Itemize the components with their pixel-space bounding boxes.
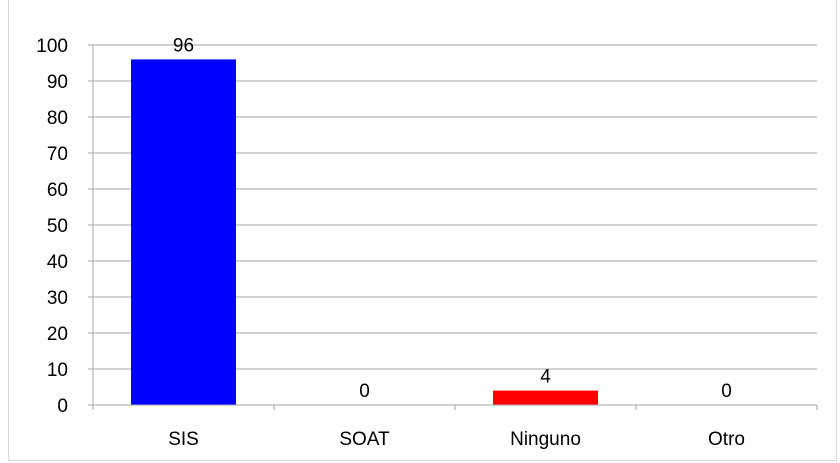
x-tick-label-otro: Otro <box>708 429 745 450</box>
data-labels: 96 0 4 0 <box>173 35 732 402</box>
y-tick-label-30: 30 <box>47 288 68 309</box>
y-tick-label-100: 100 <box>36 36 68 57</box>
y-tick-label-50: 50 <box>47 216 68 237</box>
data-label-ninguno: 4 <box>540 367 551 388</box>
data-label-sis: 96 <box>173 35 194 56</box>
y-tick-label-70: 70 <box>47 144 68 165</box>
x-tick-label-ninguno: Ninguno <box>510 429 581 450</box>
x-axis-ticks: SIS SOAT Ninguno Otro <box>92 405 818 450</box>
y-tick-label-60: 60 <box>47 180 68 201</box>
y-axis-ticks: 0 10 20 30 40 50 60 70 80 90 100 <box>36 36 94 417</box>
y-tick-label-40: 40 <box>47 252 68 273</box>
data-label-otro: 0 <box>721 381 732 402</box>
y-tick-label-0: 0 <box>57 396 68 417</box>
x-tick-label-soat: SOAT <box>339 429 390 450</box>
data-label-soat: 0 <box>359 381 370 402</box>
bar-sis <box>131 59 236 406</box>
y-tick-label-10: 10 <box>47 360 68 381</box>
bar-ninguno <box>493 390 598 405</box>
x-tick-label-sis: SIS <box>168 429 199 450</box>
y-tick-label-80: 80 <box>47 108 68 129</box>
bars <box>131 59 598 406</box>
y-tick-label-90: 90 <box>47 72 68 93</box>
y-tick-label-20: 20 <box>47 324 68 345</box>
